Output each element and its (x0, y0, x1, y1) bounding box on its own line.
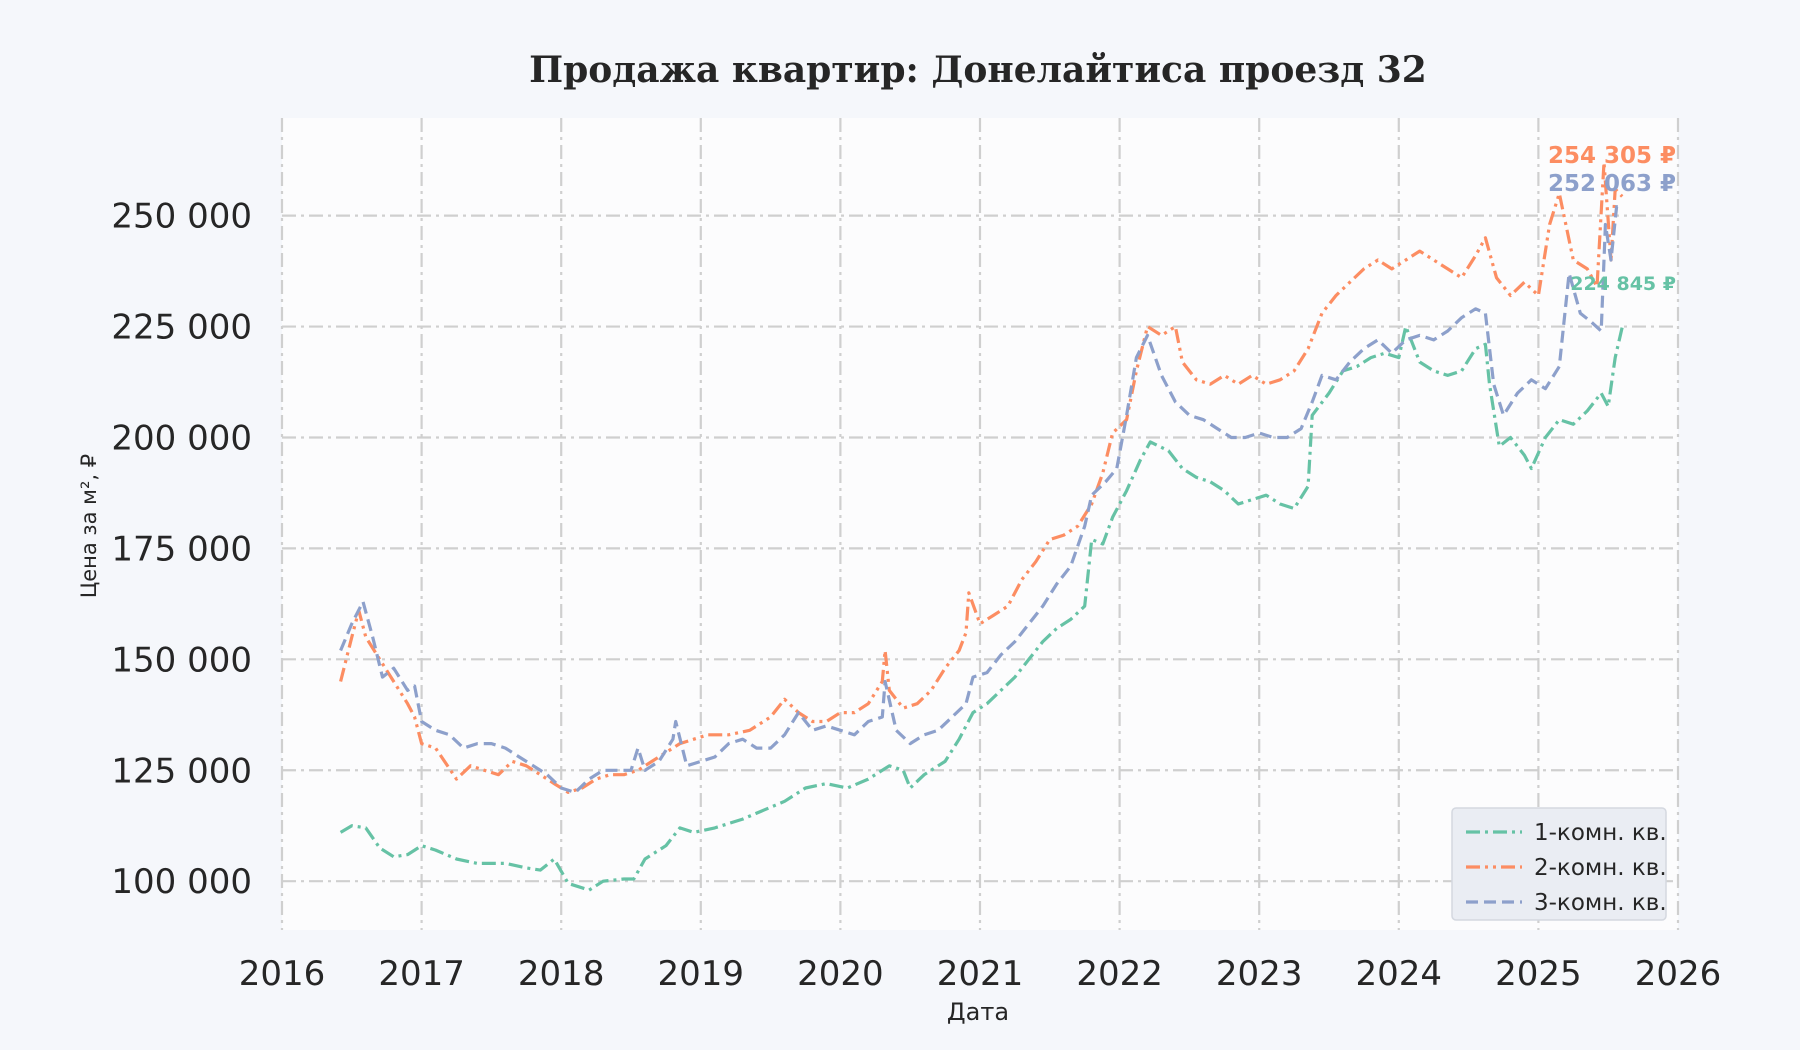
x-tick-label: 2026 (1635, 954, 1722, 994)
x-tick-label: 2021 (937, 954, 1024, 994)
x-axis-label: Дата (947, 998, 1009, 1026)
grid (280, 118, 1680, 930)
y-tick-label: 100 000 (111, 862, 252, 902)
end-labels: 224 845 ₽ 254 305 ₽252 063 ₽ (1548, 143, 1676, 295)
chart-title: Продажа квартир: Донелайтиса проезд 32 (529, 49, 1427, 91)
legend-box (1451, 807, 1667, 921)
series-line-3 (339, 204, 1623, 794)
x-tick-label: 2022 (1076, 954, 1163, 994)
y-tick-label: 250 000 (111, 197, 252, 237)
legend-label: 3-комн. кв. (1534, 890, 1667, 916)
y-tick-label: 200 000 (111, 418, 252, 458)
y-axis-ticks: 100 000 125 000 150 000 175 000 200 000 225 0… (111, 197, 252, 903)
x-tick-label: 2023 (1216, 954, 1303, 994)
x-tick-label: 2019 (658, 954, 745, 994)
x-tick-label: 2017 (378, 954, 465, 994)
legend-label: 1-комн. кв. (1534, 820, 1667, 846)
x-tick-label: 2024 (1356, 954, 1443, 994)
series-end-label: 252 063 ₽ (1548, 171, 1676, 197)
x-tick-label: 2018 (518, 954, 605, 994)
series-end-label: 224 845 ₽ (1570, 273, 1676, 295)
legend-label: 2-комн. кв. (1534, 855, 1667, 881)
legend: 1-комн. кв. 2-комн. кв. 3-комн. кв. (1451, 807, 1667, 921)
y-tick-label: 225 000 (111, 308, 252, 348)
y-tick-label: 150 000 (111, 640, 252, 680)
x-tick-label: 2016 (239, 954, 326, 994)
x-tick-label: 2020 (797, 954, 884, 994)
y-tick-label: 125 000 (111, 751, 252, 791)
series-layer (339, 160, 1624, 892)
y-tick-label: 175 000 (111, 529, 252, 569)
series-line-2 (339, 160, 1624, 794)
series-line-1 (339, 324, 1624, 892)
x-axis-ticks: 2016 2017 2018 2019 2020 2021 2022 2023 2024 2025… (239, 954, 1722, 994)
x-tick-label: 2025 (1495, 954, 1582, 994)
y-axis-label: Цена за м², ₽ (77, 454, 101, 598)
series-end-label: 254 305 ₽ (1548, 143, 1676, 169)
